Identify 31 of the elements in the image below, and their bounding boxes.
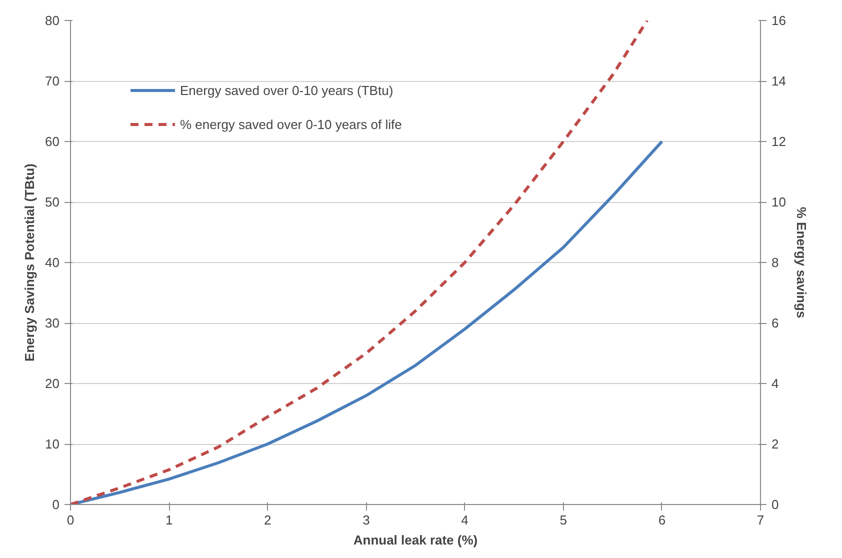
y-axis-title: Energy Savings Potential (TBtu) (22, 164, 38, 362)
legend-label: % energy saved over 0-10 years of life (180, 116, 402, 132)
y2-tick-label: 10 (772, 194, 786, 210)
x-tick-label: 2 (264, 512, 272, 528)
legend-label: Energy saved over 0-10 years (TBtu) (180, 82, 394, 98)
x-tick-label: 1 (165, 512, 173, 528)
y2-tick-label: 12 (772, 134, 786, 149)
y-tick-label: 80 (45, 13, 60, 28)
y2-tick-label: 16 (772, 13, 786, 28)
y2-tick-label: 2 (772, 436, 779, 452)
y-tick-label: 70 (45, 74, 60, 88)
y-tick-label: 0 (52, 497, 60, 512)
x-tick-label: 7 (756, 512, 764, 528)
y-tick-label: 10 (45, 436, 60, 452)
x-tick-label: 0 (66, 512, 74, 528)
y-tick-label: 30 (45, 316, 60, 330)
x-tick-label: 3 (362, 512, 370, 528)
y2-tick-label: 4 (772, 376, 779, 391)
y2-axis-title: % Energy savings (794, 206, 809, 318)
y-tick-label: 20 (45, 376, 60, 391)
x-tick-label: 5 (560, 512, 567, 528)
y-tick-label: 50 (45, 194, 60, 210)
y-tick-label: 40 (45, 255, 60, 270)
x-tick-label: 6 (658, 512, 666, 528)
y2-tick-label: 6 (772, 316, 779, 330)
y2-tick-label: 8 (772, 255, 779, 270)
y-tick-label: 60 (45, 134, 60, 149)
x-axis-title: Annual leak rate (%) (353, 532, 478, 548)
y2-tick-label: 0 (772, 497, 779, 512)
x-tick-label: 4 (461, 512, 468, 528)
y2-tick-label: 14 (772, 74, 786, 88)
